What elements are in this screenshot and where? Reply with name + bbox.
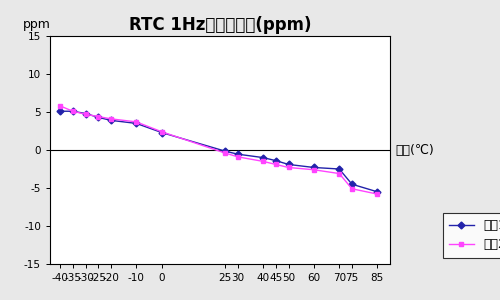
Text: ppm: ppm	[23, 18, 50, 32]
电表1	[158, 131, 164, 134]
电表2	[311, 168, 317, 172]
电表1	[374, 190, 380, 194]
电表2	[286, 166, 292, 169]
电表2	[374, 192, 380, 196]
Title: RTC 1Hz输出准确度(ppm): RTC 1Hz输出准确度(ppm)	[129, 16, 311, 34]
电表1	[260, 156, 266, 159]
电表1	[273, 159, 279, 162]
电表1	[82, 112, 88, 115]
电表2	[57, 104, 63, 108]
电表2	[235, 155, 241, 159]
电表2	[158, 130, 164, 134]
电表2	[82, 112, 88, 116]
电表1	[349, 182, 355, 186]
电表1	[108, 118, 114, 122]
电表1	[134, 122, 140, 125]
电表2	[108, 117, 114, 121]
电表2	[134, 120, 140, 124]
电表2	[260, 160, 266, 163]
电表2	[222, 151, 228, 155]
Text: 温度(℃): 温度(℃)	[395, 143, 434, 157]
电表1	[286, 163, 292, 166]
电表2	[95, 115, 101, 119]
电表1	[57, 110, 63, 113]
电表1	[311, 166, 317, 169]
Legend: 电表1, 电表2: 电表1, 电表2	[442, 213, 500, 258]
电表2	[336, 172, 342, 175]
电表1	[222, 149, 228, 153]
Line: 电表2: 电表2	[58, 103, 380, 196]
电表1	[95, 116, 101, 119]
电表2	[273, 163, 279, 166]
电表1	[235, 152, 241, 156]
电表2	[70, 110, 76, 113]
电表2	[349, 187, 355, 190]
Line: 电表1: 电表1	[58, 109, 380, 194]
电表1	[70, 110, 76, 113]
电表1	[336, 167, 342, 171]
